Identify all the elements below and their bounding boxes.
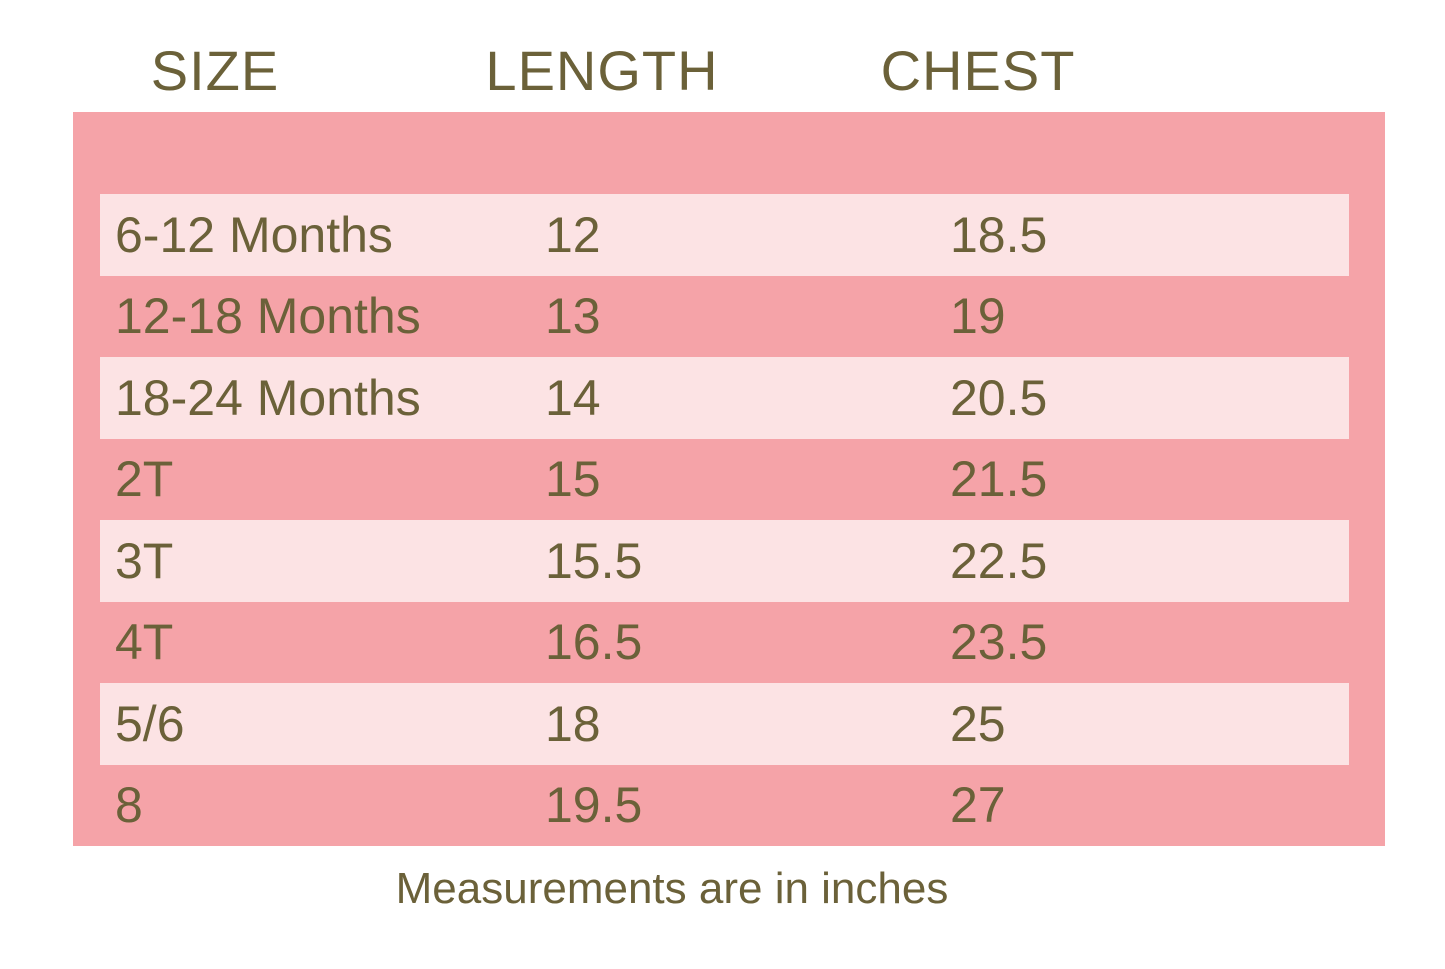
chest-cell: 19: [950, 288, 1006, 345]
size-chart-panel: 6-12 Months 12 18.5 12-18 Months 13 19 1…: [73, 112, 1385, 846]
size-cell: 12-18 Months: [115, 288, 421, 345]
length-cell: 16.5: [545, 614, 643, 671]
chest-cell: 18.5: [950, 206, 1048, 263]
column-header-size: SIZE: [150, 39, 280, 102]
size-cell: 8: [115, 777, 143, 834]
length-cell: 14: [545, 369, 601, 426]
length-cell: 18: [545, 695, 601, 752]
size-cell: 4T: [115, 614, 174, 671]
size-cell: 3T: [115, 532, 174, 589]
chest-cell: 27: [950, 777, 1006, 834]
chest-cell: 20.5: [950, 369, 1048, 426]
length-cell: 12: [545, 206, 601, 263]
size-cell: 2T: [115, 451, 174, 508]
table-row: 4T 16.5 23.5: [100, 602, 1349, 684]
size-cell: 18-24 Months: [115, 369, 421, 426]
table-row: 6-12 Months 12 18.5: [100, 194, 1349, 276]
units-note: Measurements are in inches: [395, 864, 949, 913]
chest-cell: 22.5: [950, 532, 1048, 589]
chest-cell: 25: [950, 695, 1006, 752]
table-row: 5/6 18 25: [100, 683, 1349, 765]
chest-cell: 21.5: [950, 451, 1048, 508]
size-chart-rows: 6-12 Months 12 18.5 12-18 Months 13 19 1…: [100, 194, 1349, 846]
chest-cell: 23.5: [950, 614, 1048, 671]
table-row: 18-24 Months 14 20.5: [100, 357, 1349, 439]
table-row: 12-18 Months 13 19: [100, 276, 1349, 358]
column-header-length: LENGTH: [485, 39, 719, 102]
table-row: 3T 15.5 22.5: [100, 520, 1349, 602]
length-cell: 15: [545, 451, 601, 508]
table-row: 8 19.5 27: [100, 765, 1349, 847]
table-row: 2T 15 21.5: [100, 439, 1349, 521]
length-cell: 19.5: [545, 777, 643, 834]
size-cell: 6-12 Months: [115, 206, 393, 263]
column-header-chest: CHEST: [880, 39, 1076, 102]
length-cell: 13: [545, 288, 601, 345]
length-cell: 15.5: [545, 532, 643, 589]
size-cell: 5/6: [115, 695, 185, 752]
